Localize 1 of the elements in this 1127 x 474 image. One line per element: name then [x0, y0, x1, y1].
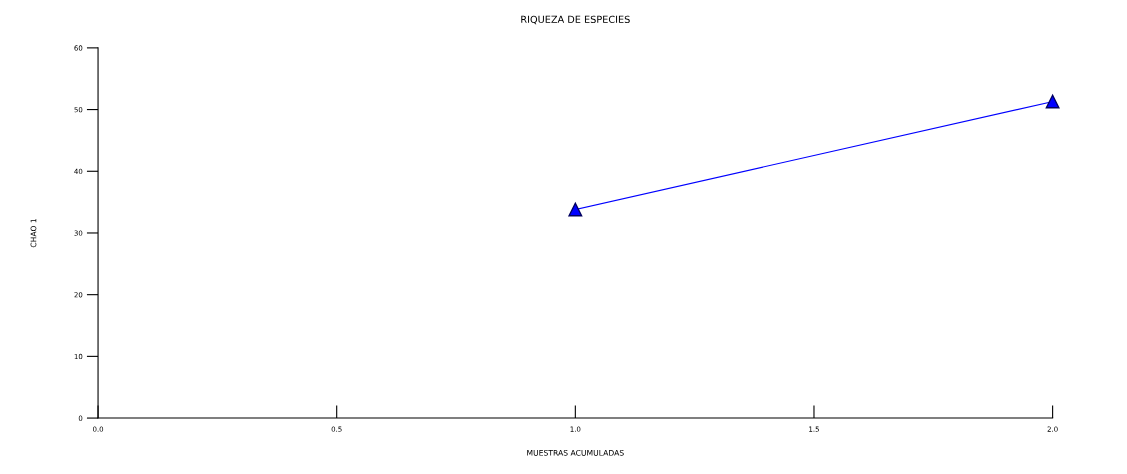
chart-title: RIQUEZA DE ESPECIES — [521, 15, 630, 25]
